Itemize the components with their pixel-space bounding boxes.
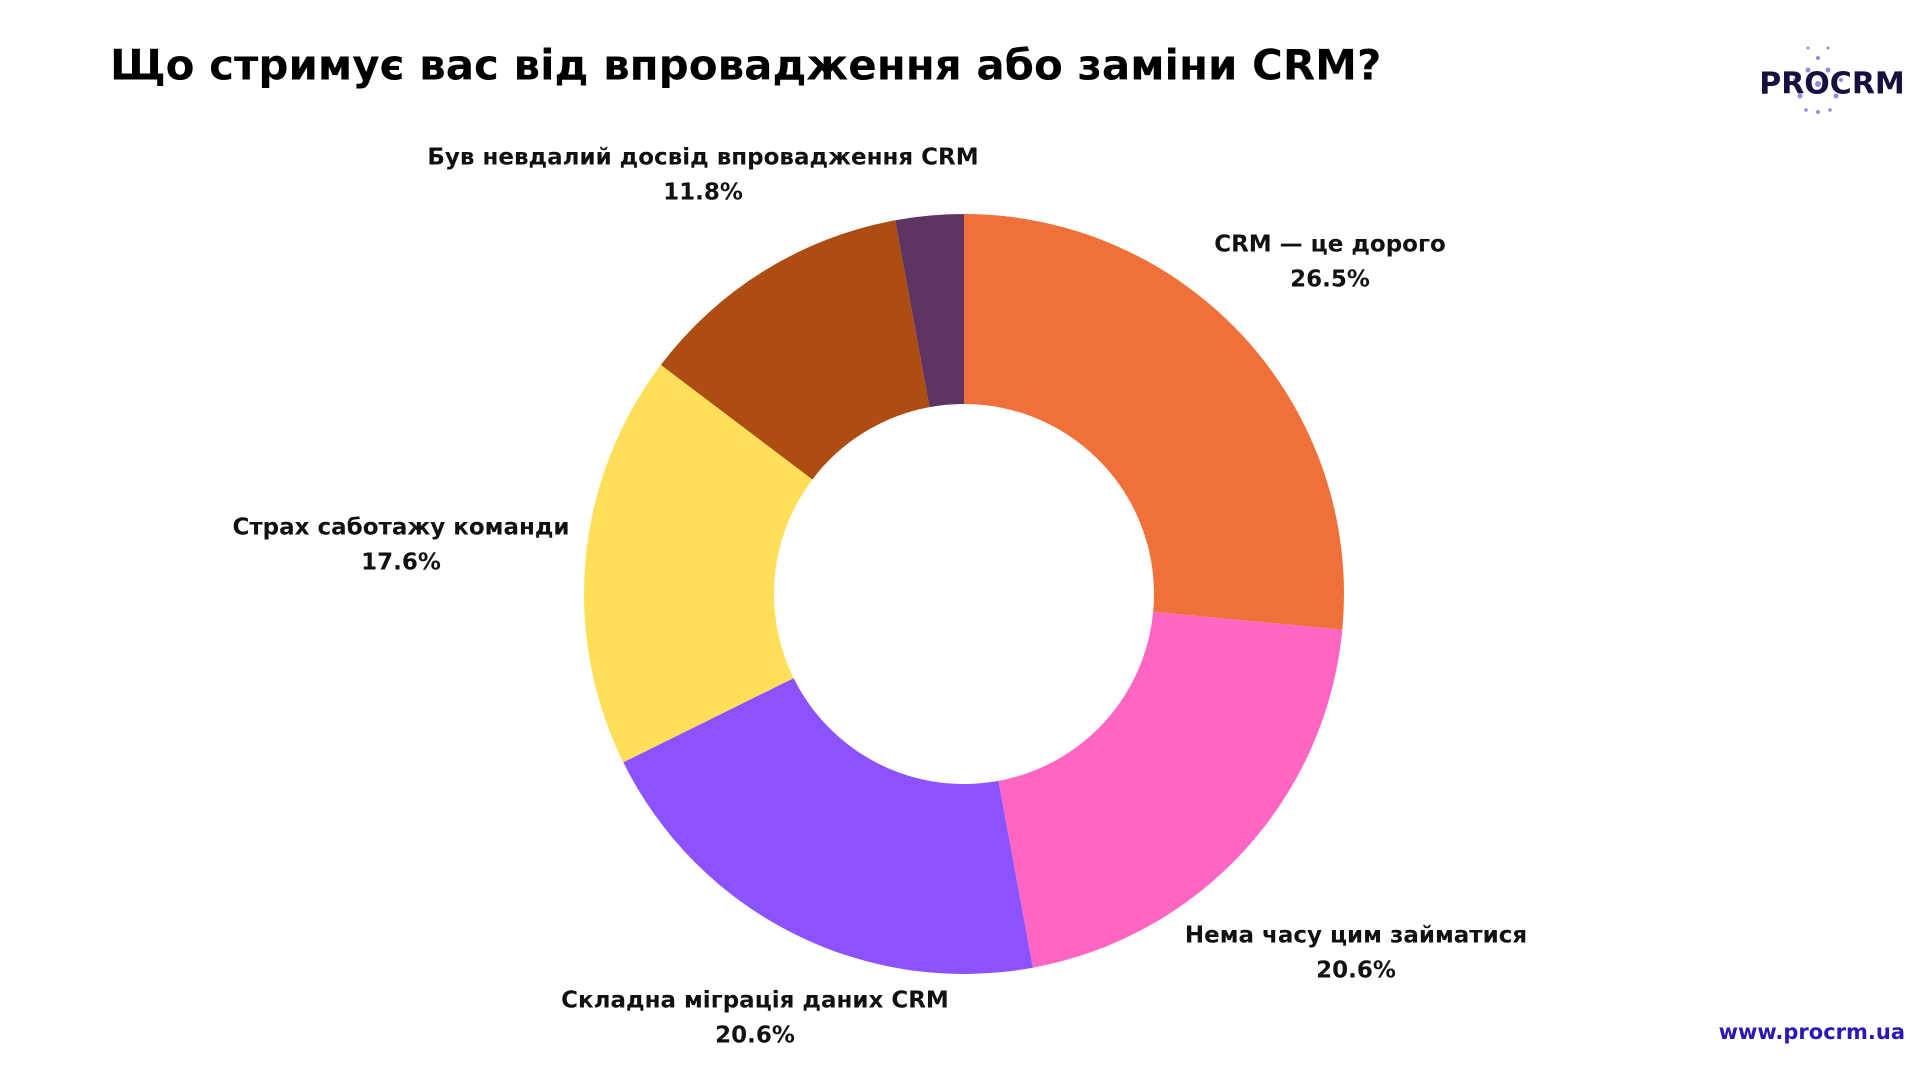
value-label: 20.6% [715, 1023, 795, 1049]
logo-dots [1793, 46, 1843, 114]
slice [660, 220, 930, 480]
slice-label: Був невдалий досвід впровадження CRM [427, 145, 978, 171]
slice-label: Нема часу цим займатися [1185, 923, 1527, 949]
slice [998, 611, 1343, 968]
slice-label: CRM — це дорого [1214, 232, 1446, 258]
value-label: 26.5% [1290, 267, 1370, 293]
value-label: 11.8% [663, 180, 743, 206]
value-label: 17.6% [361, 550, 441, 576]
website: www.procrm.ua [1719, 1020, 1905, 1044]
slice [895, 214, 964, 408]
logo: PROCRM [1759, 67, 1905, 102]
slice [584, 364, 813, 763]
slice-label: Складна міграція даних CRM [561, 988, 949, 1014]
value-label: 20.6% [1316, 958, 1396, 984]
chart-title: Що стримує вас від впровадження або замі… [110, 41, 1381, 90]
slice [623, 678, 1033, 974]
slice-label: Страх саботажу команди [232, 515, 569, 541]
slice [964, 214, 1345, 630]
